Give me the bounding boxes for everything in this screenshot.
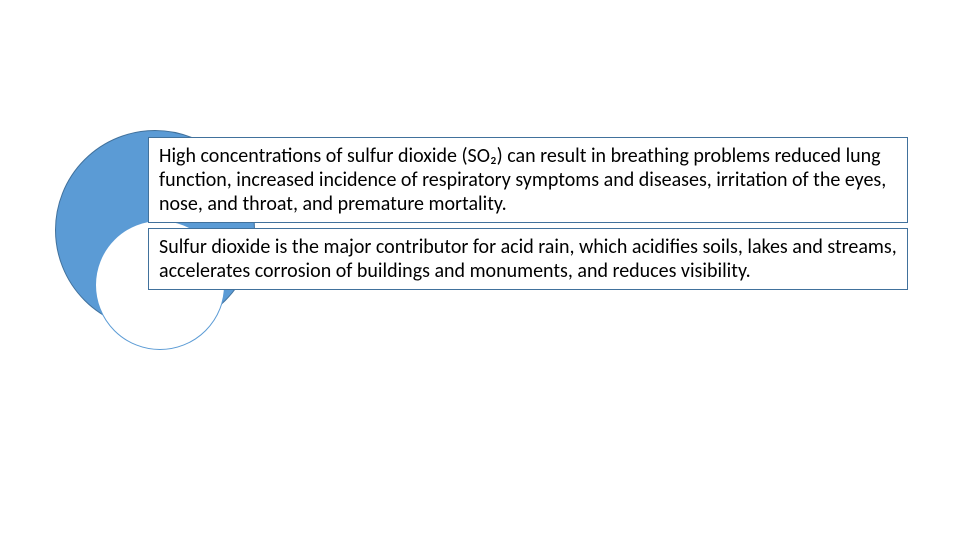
info-box-1: High concentrations of sulfur dioxide (S… <box>148 137 908 223</box>
slide: High concentrations of sulfur dioxide (S… <box>0 0 960 540</box>
info-text-2: Sulfur dioxide is the major contributor … <box>159 235 897 283</box>
info-text-1: High concentrations of sulfur dioxide (S… <box>159 144 886 216</box>
info-box-2: Sulfur dioxide is the major contributor … <box>148 228 908 290</box>
